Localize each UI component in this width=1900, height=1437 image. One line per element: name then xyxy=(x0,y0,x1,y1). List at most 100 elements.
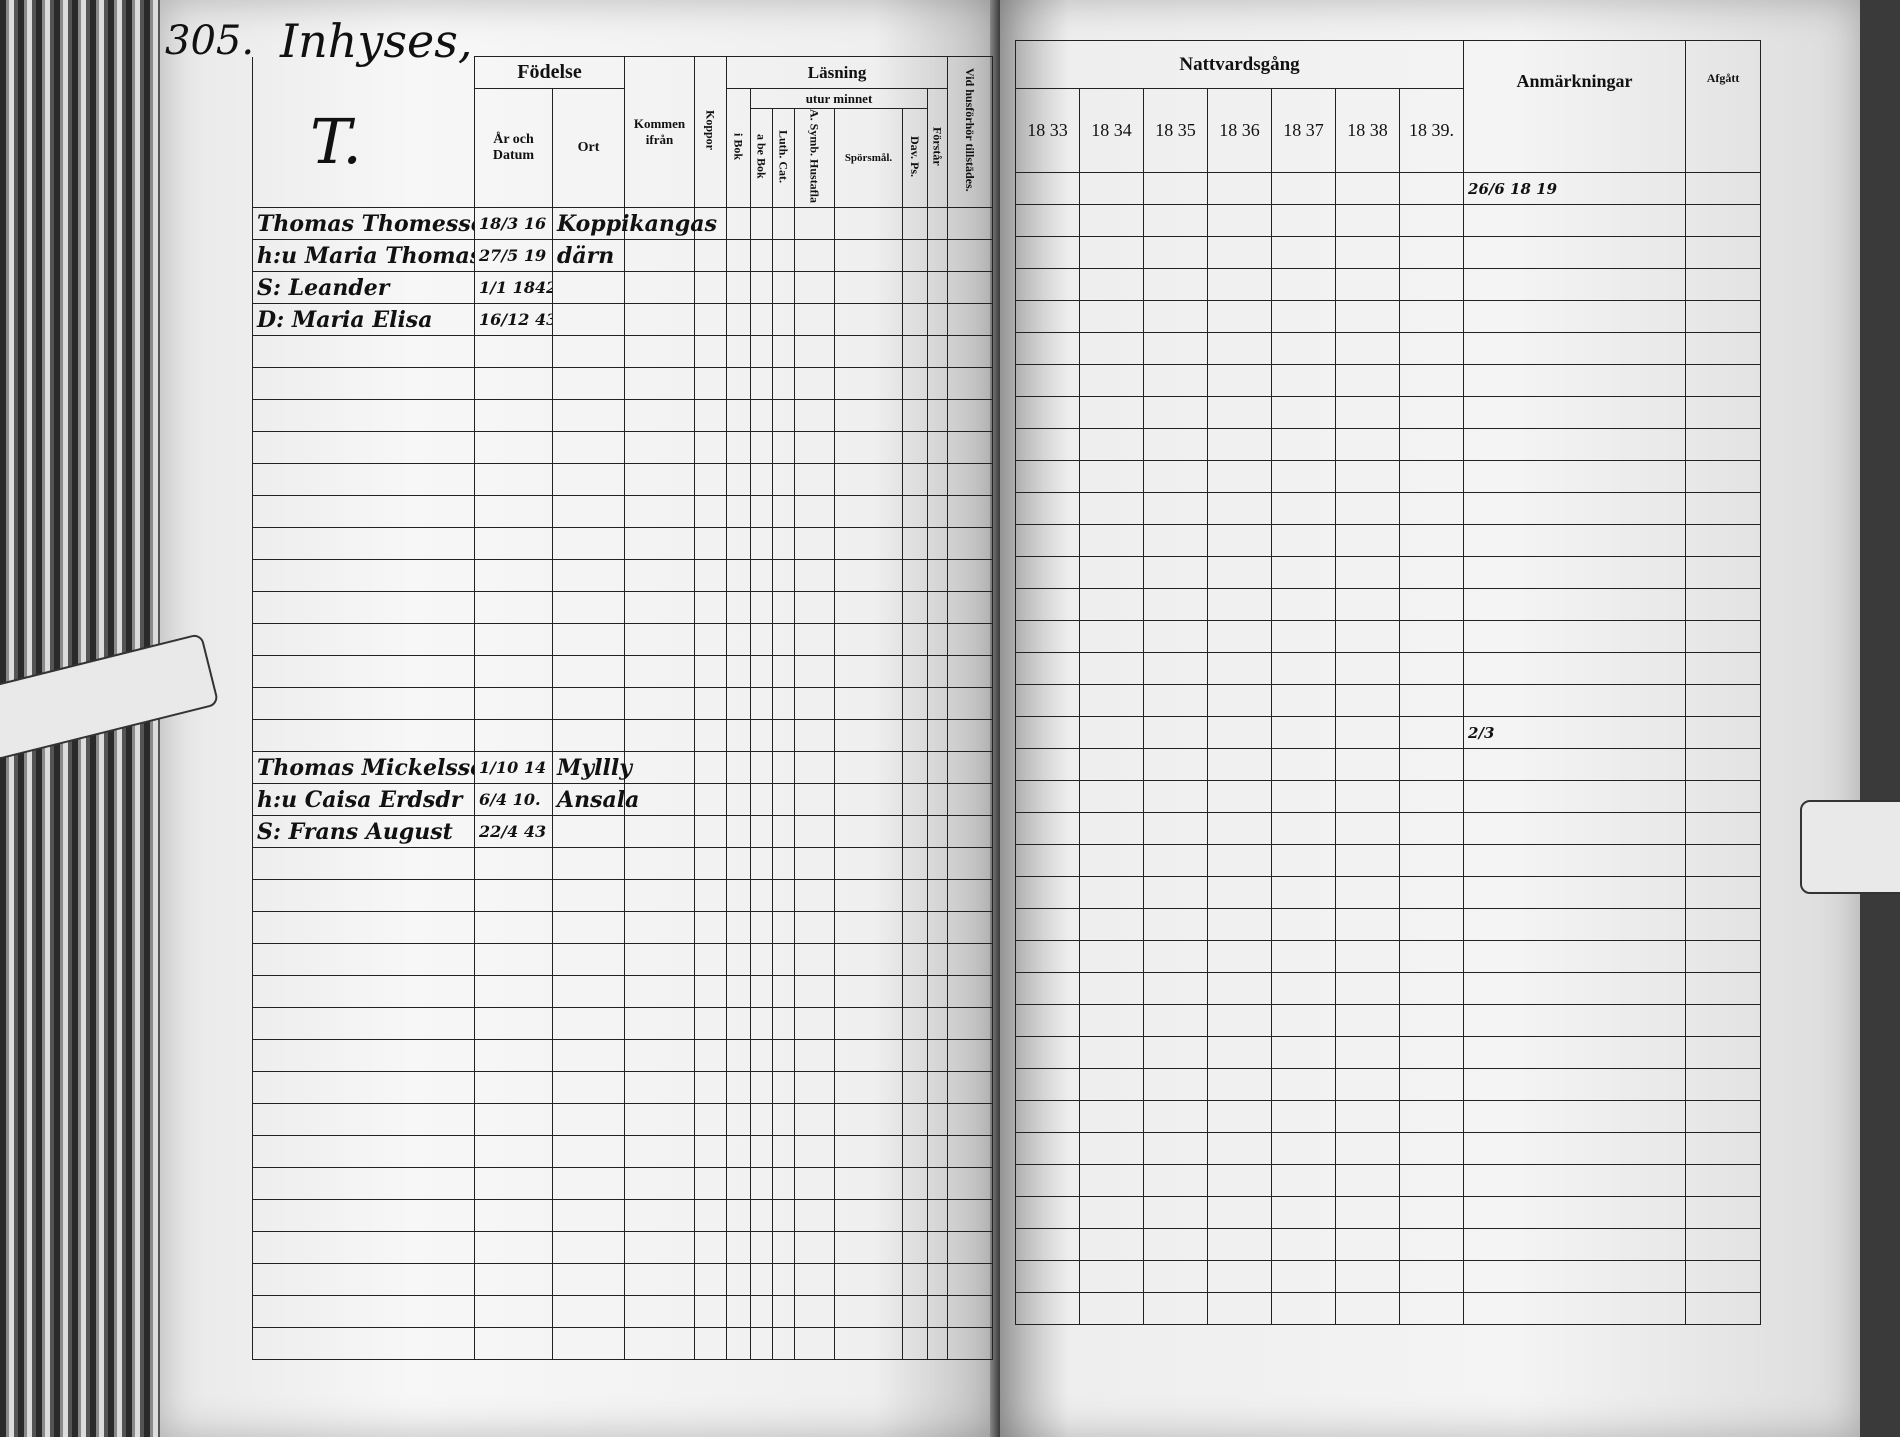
cell xyxy=(750,879,773,913)
cell xyxy=(1015,844,1080,877)
person-name: D: Maria Elisa xyxy=(252,303,475,337)
cell xyxy=(1015,428,1080,461)
cell xyxy=(552,1199,625,1233)
cell xyxy=(926,911,949,945)
cell xyxy=(1398,492,1465,525)
register-row xyxy=(1015,396,1762,429)
cell xyxy=(694,335,727,369)
cell xyxy=(1207,1228,1272,1261)
cell xyxy=(902,815,928,849)
cell xyxy=(1335,1004,1400,1037)
cell xyxy=(694,655,727,689)
cell xyxy=(834,879,903,913)
cell xyxy=(252,1135,475,1169)
cell xyxy=(1685,268,1762,301)
cell xyxy=(834,911,903,945)
cell xyxy=(1015,396,1080,429)
year-header: 18 36 xyxy=(1207,88,1272,173)
cell xyxy=(252,463,475,497)
cell xyxy=(252,943,475,977)
cell xyxy=(947,367,994,401)
birth-date: 27/5 19 xyxy=(474,239,553,273)
cell xyxy=(624,335,695,369)
register-row xyxy=(1015,1132,1762,1165)
cell xyxy=(474,943,553,977)
cell xyxy=(750,495,773,529)
cell xyxy=(1015,268,1080,301)
kommen-header: Kommen ifrån xyxy=(624,55,695,209)
cell xyxy=(1143,1260,1208,1293)
cell xyxy=(1079,716,1144,749)
cell xyxy=(772,911,795,945)
cell xyxy=(1207,588,1272,621)
koppor-header: Koppor xyxy=(703,110,718,151)
cell xyxy=(1398,396,1465,429)
cell xyxy=(834,815,903,849)
cell xyxy=(1463,748,1687,781)
cell xyxy=(624,591,695,625)
cell xyxy=(252,1199,475,1233)
cell xyxy=(1015,780,1080,813)
cell xyxy=(1271,300,1336,333)
cell xyxy=(772,239,795,273)
cell xyxy=(750,207,773,241)
cell xyxy=(1685,588,1762,621)
cell xyxy=(1335,1036,1400,1069)
cell xyxy=(1685,748,1762,781)
cell xyxy=(834,1167,903,1201)
cell xyxy=(1207,172,1272,205)
cell xyxy=(794,975,835,1009)
cell xyxy=(947,1167,994,1201)
cell xyxy=(794,1007,835,1041)
register-row xyxy=(252,687,994,721)
cell xyxy=(1143,1068,1208,1101)
cell xyxy=(1143,236,1208,269)
cell xyxy=(1271,876,1336,909)
person-name: Thomas Mickelsson xyxy=(252,751,475,785)
cell xyxy=(902,847,928,881)
cell xyxy=(694,1135,727,1169)
cell xyxy=(1398,1260,1465,1293)
cell xyxy=(1271,748,1336,781)
cell xyxy=(1079,1196,1144,1229)
cell xyxy=(1463,588,1687,621)
cell xyxy=(726,559,751,593)
cell xyxy=(902,879,928,913)
cell xyxy=(1685,684,1762,717)
cell xyxy=(834,1231,903,1265)
cell xyxy=(794,527,835,561)
cell xyxy=(552,399,625,433)
cell xyxy=(926,1039,949,1073)
cell xyxy=(1207,684,1272,717)
cell xyxy=(902,1167,928,1201)
cell xyxy=(947,1071,994,1105)
cell xyxy=(1143,588,1208,621)
forstar-header: Förstår xyxy=(930,126,945,166)
cell xyxy=(1335,1260,1400,1293)
afgatt-header: Afgått xyxy=(1685,40,1762,173)
cell xyxy=(1143,1036,1208,1069)
cell xyxy=(1015,972,1080,1005)
cell xyxy=(1143,1132,1208,1165)
cell xyxy=(947,495,994,529)
cell xyxy=(926,559,949,593)
cell xyxy=(1207,1164,1272,1197)
register-row: S: Leander 1/1 1842 xyxy=(252,271,994,305)
register-row xyxy=(1015,204,1762,237)
cell xyxy=(926,1295,949,1329)
cell xyxy=(1463,1100,1687,1133)
vid-husforhor-header: Vid husförhör tillstädes. xyxy=(963,68,978,192)
register-row xyxy=(252,335,994,369)
cell xyxy=(947,207,994,241)
cell xyxy=(474,431,553,465)
cell xyxy=(902,1071,928,1105)
cell xyxy=(1015,556,1080,589)
cell xyxy=(1335,172,1400,205)
cell xyxy=(552,367,625,401)
cell xyxy=(902,1199,928,1233)
cell xyxy=(694,1327,727,1361)
cell xyxy=(726,719,751,753)
cell xyxy=(834,623,903,657)
cell xyxy=(834,719,903,753)
cell xyxy=(794,1295,835,1329)
